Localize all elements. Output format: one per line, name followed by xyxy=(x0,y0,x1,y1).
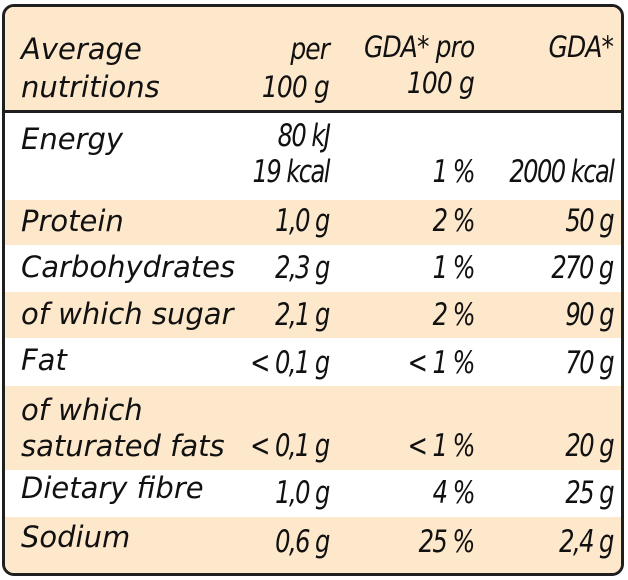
row-label: Dietary fibre xyxy=(21,471,204,505)
row-label: Carbohydrates xyxy=(21,250,236,284)
table-row: Energy 80 kJ 19 kcal 1 % 2000 kcal xyxy=(5,113,621,200)
gda-percent: < 1 % xyxy=(407,428,476,464)
table-row: of which sugar 2,1 g 2 % 90 g xyxy=(5,292,621,338)
row-label: Protein xyxy=(21,204,124,238)
per100-value: 0,6 g xyxy=(275,524,330,560)
header-divider xyxy=(5,110,621,113)
per100-value: 1,0 g xyxy=(275,203,330,239)
header-gda-pro-line1: GDA* pro xyxy=(363,30,475,64)
gda-percent: 25 % xyxy=(418,524,476,560)
per100-value: < 0,1 g xyxy=(250,345,330,381)
gda-percent: 2 % xyxy=(432,297,476,333)
per100-value: 19 kcal xyxy=(252,154,331,190)
gda-percent: < 1 % xyxy=(407,345,476,381)
row-label: Fat xyxy=(21,343,67,377)
gda-value: 90 g xyxy=(565,297,614,333)
gda-percent: 4 % xyxy=(432,475,476,511)
gda-value: 2000 kcal xyxy=(508,154,615,190)
row-label: saturated fats xyxy=(21,429,225,463)
table-row: Sodium 0,6 g 25 % 2,4 g xyxy=(5,517,621,573)
header-per-line1: per xyxy=(290,32,330,66)
header-per-line2: 100 g xyxy=(261,70,330,104)
row-label: Energy xyxy=(21,122,124,156)
header-label-line2: nutritions xyxy=(21,70,160,104)
per100-value: 1,0 g xyxy=(275,475,330,511)
gda-value: 70 g xyxy=(565,345,614,381)
gda-percent: 2 % xyxy=(432,203,476,239)
table-row: of which saturated fats < 0,1 g < 1 % 20… xyxy=(5,386,621,470)
row-label: of which xyxy=(21,393,143,427)
gda-percent: 1 % xyxy=(432,154,476,190)
gda-value: 25 g xyxy=(565,475,614,511)
row-label: of which sugar xyxy=(21,297,234,331)
table-row: Protein 1,0 g 2 % 50 g xyxy=(5,200,621,245)
gda-value: 2,4 g xyxy=(559,524,614,560)
header-gda-pro-line2: 100 g xyxy=(406,66,475,100)
header-row: Average nutritions per 100 g GDA* pro 10… xyxy=(5,7,621,110)
gda-percent: 1 % xyxy=(432,250,476,286)
table-row: Fat < 0,1 g < 1 % 70 g xyxy=(5,338,621,386)
gda-value: 270 g xyxy=(551,250,615,286)
gda-value: 50 g xyxy=(565,203,614,239)
per100-value: < 0,1 g xyxy=(250,428,330,464)
table-row: Carbohydrates 2,3 g 1 % 270 g xyxy=(5,245,621,292)
gda-value: 20 g xyxy=(565,428,614,464)
row-label: Sodium xyxy=(21,520,131,554)
per100-value: 80 kJ xyxy=(277,118,330,154)
table-row: Dietary fibre 1,0 g 4 % 25 g xyxy=(5,470,621,517)
header-label-line1: Average xyxy=(21,32,142,66)
header-gda: GDA* xyxy=(548,30,613,64)
nutrition-table: Average nutritions per 100 g GDA* pro 10… xyxy=(2,4,624,576)
per100-value: 2,3 g xyxy=(275,250,330,286)
per100-value: 2,1 g xyxy=(275,297,330,333)
